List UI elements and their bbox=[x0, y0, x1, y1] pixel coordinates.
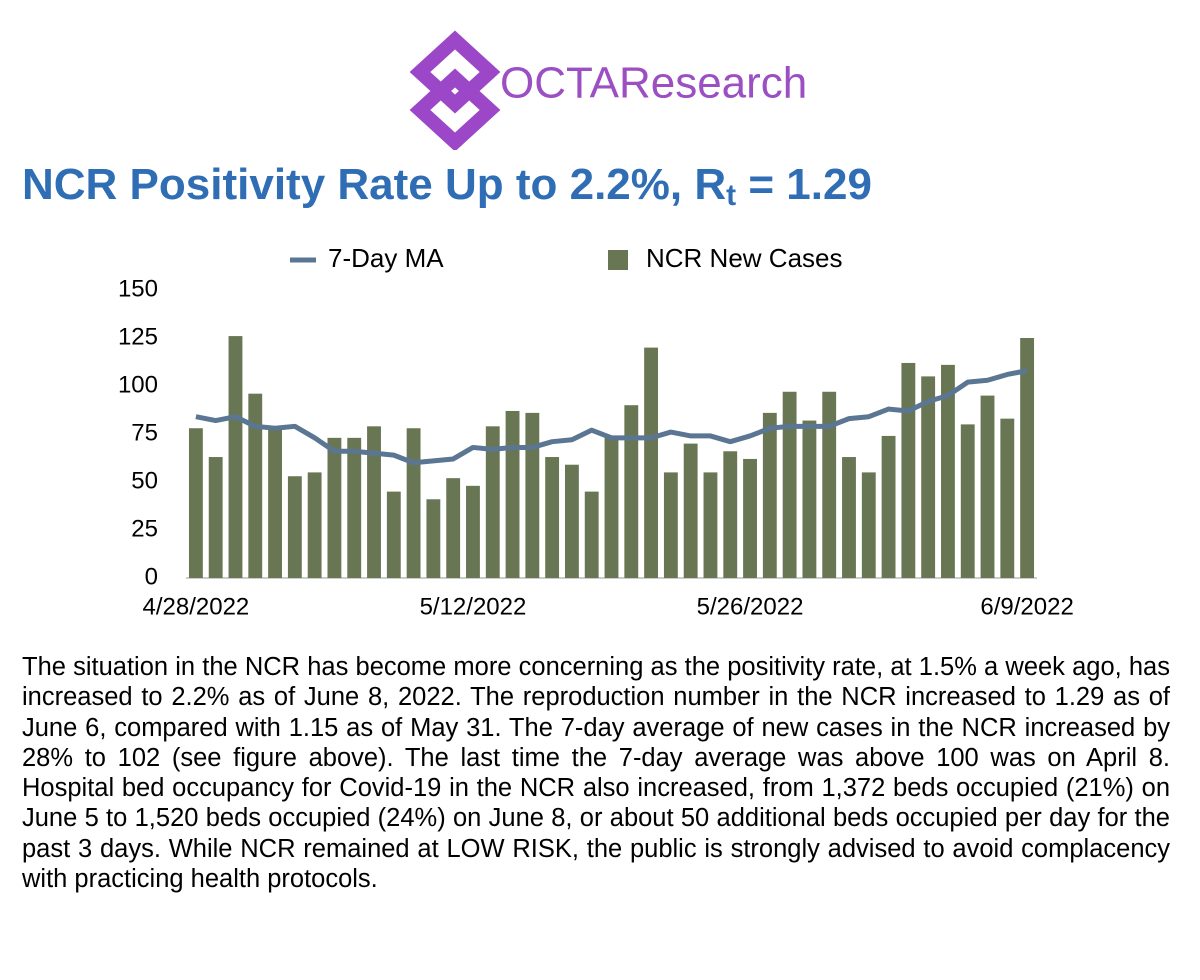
bar bbox=[327, 437, 342, 578]
bar bbox=[307, 472, 322, 578]
bar bbox=[466, 485, 480, 578]
line bbox=[195, 368, 1028, 466]
title: NCR Positivity Rate Up to 2.2%, Rt = 1.2… bbox=[22, 160, 872, 213]
bar bbox=[921, 376, 936, 578]
bar bbox=[881, 435, 896, 578]
bar bbox=[723, 451, 738, 578]
bar bbox=[941, 364, 955, 578]
bar bbox=[842, 457, 856, 578]
logo: OCTAResearch bbox=[409, 30, 807, 150]
bar bbox=[545, 457, 560, 578]
y-tick-label: 25 bbox=[131, 515, 158, 542]
bar bbox=[822, 391, 837, 578]
bar bbox=[287, 476, 302, 578]
legend-label: NCR New Cases bbox=[646, 243, 843, 273]
bar bbox=[268, 428, 282, 578]
bar bbox=[980, 395, 995, 578]
bar bbox=[248, 393, 263, 578]
bar bbox=[406, 428, 421, 578]
title-end: = 1.29 bbox=[736, 160, 872, 209]
bar bbox=[743, 458, 757, 578]
y-tick-label: 150 bbox=[118, 275, 158, 302]
bar bbox=[446, 478, 461, 578]
bar bbox=[960, 424, 975, 578]
bar bbox=[802, 420, 817, 578]
bar bbox=[624, 405, 639, 578]
logo-mark bbox=[409, 30, 501, 150]
legend-swatch bbox=[608, 250, 628, 270]
bar bbox=[228, 336, 243, 578]
bar bbox=[782, 391, 797, 578]
bar bbox=[188, 428, 203, 578]
bar bbox=[426, 499, 441, 578]
bar bbox=[485, 426, 500, 578]
bar bbox=[386, 491, 401, 578]
logo-text: OCTAResearch bbox=[500, 59, 807, 108]
chart: 0 25 50 75 100 125 150 4/28/2022 5/12/2022 5/26/2… bbox=[118, 243, 1074, 620]
x-tick-label: 5/26/2022 bbox=[697, 593, 804, 620]
bar bbox=[367, 426, 381, 578]
bar bbox=[901, 362, 916, 578]
bar bbox=[861, 472, 876, 578]
bar bbox=[683, 443, 698, 578]
bar bbox=[584, 491, 599, 578]
bar bbox=[604, 435, 619, 578]
y-tick-label: 100 bbox=[118, 371, 158, 398]
bar bbox=[208, 457, 223, 578]
body-text: The situation in the NCR has become more… bbox=[22, 653, 1170, 894]
title-main: NCR Positivity Rate Up to 2.2%, R bbox=[22, 160, 727, 209]
bar bbox=[505, 410, 520, 578]
title-subscript: t bbox=[726, 179, 737, 212]
x-tick-label: 5/12/2022 bbox=[420, 593, 527, 620]
bar bbox=[644, 347, 659, 578]
bar bbox=[347, 437, 362, 578]
y-tick-label: 75 bbox=[131, 419, 158, 446]
y-tick-label: 0 bbox=[145, 563, 158, 590]
bar bbox=[564, 464, 579, 578]
x-tick-label: 6/9/2022 bbox=[980, 593, 1073, 620]
y-tick-label: 50 bbox=[131, 467, 158, 494]
x-tick-label: 4/28/2022 bbox=[143, 593, 250, 620]
bar bbox=[663, 472, 678, 578]
bar bbox=[703, 472, 718, 578]
legend-label: 7-Day MA bbox=[328, 243, 444, 273]
bar bbox=[1000, 418, 1015, 578]
bar bbox=[525, 412, 540, 578]
bar bbox=[1020, 338, 1035, 578]
y-tick-label: 125 bbox=[118, 323, 158, 350]
bar bbox=[762, 412, 777, 578]
